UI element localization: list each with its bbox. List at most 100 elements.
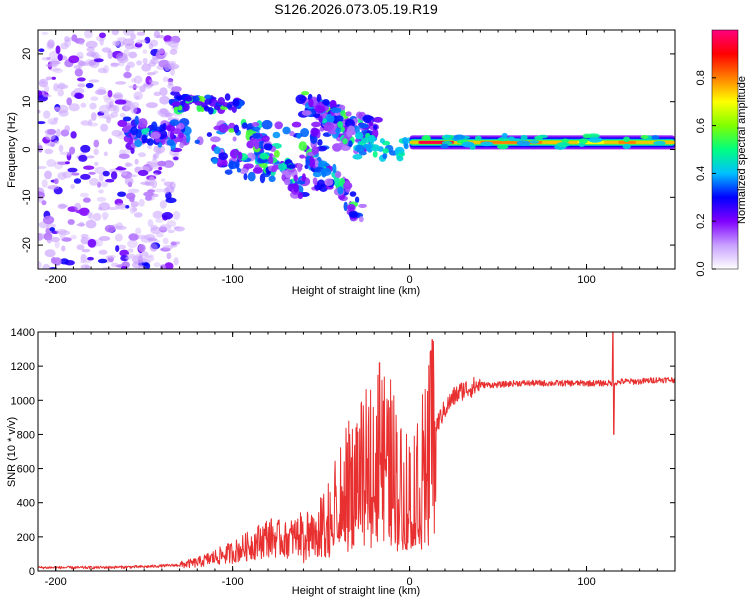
upper-branch-blob [231, 105, 237, 113]
noise-blob [102, 170, 110, 177]
noise-blob [128, 174, 138, 178]
branch-blob [293, 182, 299, 193]
branch-blob [312, 171, 322, 178]
noise-blob [137, 169, 149, 177]
noise-blob [76, 77, 86, 82]
branch-blob [253, 140, 260, 150]
branch-blob [305, 159, 310, 166]
branch-blob [301, 90, 309, 96]
branch-blob [289, 130, 295, 137]
noise-blob [145, 102, 158, 109]
x-tick-label: 0 [407, 576, 413, 588]
branch-blob [314, 105, 326, 114]
noise-blob [74, 68, 83, 77]
noise-blob [116, 55, 129, 64]
branch-blob [301, 173, 306, 182]
noise-blob [42, 94, 52, 98]
branch-blob [349, 191, 357, 197]
branch-blob [141, 134, 148, 143]
noise-blob [111, 262, 119, 268]
branch-blob [324, 178, 334, 187]
noise-blob [55, 128, 61, 138]
branch-blob [134, 115, 139, 126]
noise-blob [79, 192, 89, 198]
noise-blob [159, 87, 168, 97]
noise-blob [80, 102, 87, 108]
branch-blob [363, 143, 373, 149]
branch-blob [206, 132, 213, 138]
noise-blob [94, 161, 99, 166]
branch-blob [348, 210, 359, 218]
colorbar-tick-label: 0.2 [695, 214, 707, 229]
upper-branch-blob [173, 106, 179, 111]
noise-blob [156, 34, 165, 39]
noise-blob [126, 61, 136, 69]
branch-blob [239, 168, 249, 175]
noise-blob [162, 237, 169, 245]
branch-blob [286, 164, 296, 169]
noise-blob [90, 96, 99, 101]
branch-blob [141, 128, 149, 136]
noise-blob [153, 262, 161, 268]
branch-blob [294, 180, 306, 185]
noise-blob [133, 75, 143, 84]
noise-blob [57, 82, 66, 90]
noise-blob [135, 252, 143, 261]
noise-blob [160, 178, 166, 183]
branch-blob [243, 173, 248, 181]
branch-blob [337, 121, 344, 128]
noise-blob [166, 220, 177, 227]
noise-blob [104, 224, 116, 233]
noise-blob [114, 99, 127, 105]
noise-blob [107, 206, 119, 211]
noise-blob [57, 172, 67, 180]
branch-blob [165, 124, 176, 132]
branch-blob [261, 135, 270, 142]
noise-blob [38, 144, 43, 153]
branch-blob [232, 136, 237, 142]
noise-blob [49, 60, 61, 65]
noise-blob [162, 76, 169, 83]
noise-blob [114, 203, 127, 209]
colorbar-frame [711, 29, 739, 270]
branch-blob [209, 136, 221, 143]
noise-blob [69, 146, 76, 155]
noise-blob [53, 83, 59, 92]
noise-blob [87, 256, 94, 261]
snr-series-line [38, 332, 675, 570]
branch-blob [298, 165, 303, 171]
noise-blob [156, 48, 166, 55]
noise-blob [147, 219, 154, 227]
branch-blob [352, 154, 363, 160]
noise-blob [83, 165, 95, 170]
upper-branch-blob [168, 98, 174, 105]
spectrogram-ylabel: Frequency (Hz) [6, 112, 18, 188]
noise-blob [96, 196, 107, 202]
noise-blob [159, 107, 168, 114]
noise-blob [147, 237, 158, 242]
noise-blob [170, 90, 180, 96]
noise-blob [46, 236, 52, 244]
noise-blob [54, 240, 60, 249]
branch-blob [362, 114, 373, 124]
noise-blob [173, 156, 179, 161]
noise-blob [76, 223, 86, 227]
noise-blob [98, 202, 111, 211]
noise-blob [73, 87, 85, 94]
branch-blob [291, 121, 302, 128]
noise-blob [135, 227, 142, 235]
branch-blob [334, 171, 342, 178]
band-blob [440, 143, 449, 149]
noise-blob [154, 188, 165, 193]
noise-blob [38, 109, 41, 114]
branch-blob [271, 164, 278, 173]
noise-blob [148, 62, 157, 67]
band-blob [651, 135, 660, 140]
noise-blob [97, 258, 108, 264]
band-blob [520, 134, 528, 141]
noise-blob [49, 227, 56, 232]
noise-blob [117, 191, 127, 197]
noise-blob [110, 171, 118, 180]
noise-blob [70, 234, 77, 240]
